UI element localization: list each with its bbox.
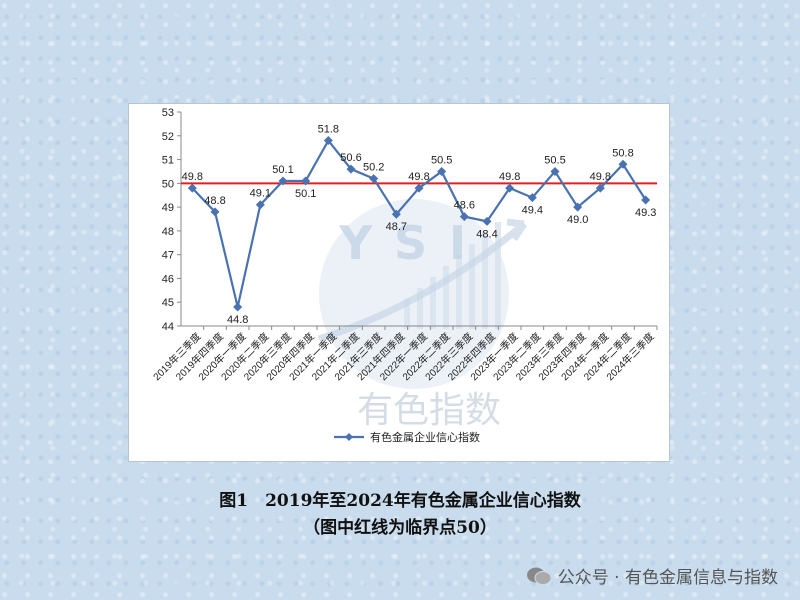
- data-label: 49.4: [522, 205, 543, 217]
- watermark-bar: [495, 222, 501, 329]
- data-point: [255, 200, 265, 210]
- watermark-bar: [417, 288, 423, 329]
- watermark-bar: [443, 266, 449, 329]
- data-point: [459, 212, 469, 222]
- data-point: [550, 166, 560, 176]
- watermark-bar: [430, 277, 436, 329]
- watermark-bar: [404, 299, 410, 329]
- watermark-globe: [319, 199, 509, 389]
- data-point: [210, 207, 220, 217]
- chart-frame: Y S I 有色指数 44 45 46 47 48 49 50 51 52 53 49.8 48.8 44.…: [128, 103, 670, 462]
- watermark-bar: [469, 244, 475, 329]
- data-point: [437, 166, 447, 176]
- y-tick-label: 46: [162, 273, 174, 285]
- data-label: 50.5: [544, 154, 565, 166]
- data-label: 49.0: [567, 214, 588, 226]
- data-point: [573, 202, 583, 212]
- data-label: 49.8: [499, 171, 520, 183]
- y-tick-label: 48: [162, 226, 174, 238]
- y-tick-label: 50: [162, 178, 174, 190]
- figure-note: （图中红线为临界点50）: [303, 518, 497, 538]
- watermark-logo: Y S I 有色指数: [317, 199, 527, 431]
- data-label: 48.6: [454, 200, 475, 212]
- data-label: 44.8: [227, 314, 248, 326]
- footer-text: 公众号 · 有色金属信息与指数: [557, 568, 778, 588]
- wechat-icon: [526, 567, 552, 585]
- data-label: 49.8: [590, 171, 611, 183]
- data-label: 49.8: [182, 171, 203, 183]
- data-label: 50.1: [272, 164, 293, 176]
- data-label: 50.2: [363, 162, 384, 174]
- data-label: 50.6: [340, 152, 361, 164]
- data-point: [641, 195, 651, 205]
- data-point: [187, 183, 197, 193]
- legend-label: 有色金属企业信心指数: [370, 430, 480, 444]
- data-point: [233, 302, 243, 312]
- watermark-letter: I: [449, 216, 466, 270]
- data-point: [527, 193, 537, 203]
- data-point: [346, 164, 356, 174]
- data-point: [323, 136, 333, 146]
- y-tick-label: 47: [162, 250, 174, 262]
- wechat-footer: 公众号 · 有色金属信息与指数: [526, 563, 778, 588]
- data-point: [369, 174, 379, 184]
- watermark-bar: [456, 255, 462, 329]
- data-label: 51.8: [318, 124, 339, 136]
- y-tick-label: 53: [162, 107, 174, 119]
- data-point: [595, 183, 605, 193]
- watermark-arrow: [317, 218, 527, 343]
- data-label: 48.4: [476, 228, 497, 240]
- watermark-text: 有色指数: [357, 390, 501, 431]
- data-label: 49.8: [408, 171, 429, 183]
- data-label: 50.5: [431, 154, 452, 166]
- data-label: 49.3: [635, 207, 656, 219]
- data-point: [482, 216, 492, 226]
- watermark-bar: [482, 233, 488, 329]
- data-point: [278, 176, 288, 186]
- data-label: 49.1: [250, 188, 271, 200]
- y-tick-label: 44: [162, 321, 174, 333]
- figure-caption: 图1 2019年至2024年有色金属企业信心指数: [219, 491, 581, 511]
- data-label: 50.1: [295, 188, 316, 200]
- data-point: [618, 159, 628, 169]
- data-point: [301, 176, 311, 186]
- y-tick-label: 49: [162, 202, 174, 214]
- data-point: [505, 183, 515, 193]
- watermark-letter: S: [394, 216, 427, 270]
- y-tick-label: 45: [162, 297, 174, 309]
- data-label: 50.8: [612, 147, 633, 159]
- y-tick-label: 51: [162, 155, 174, 167]
- watermark-letter: Y: [338, 216, 373, 270]
- y-tick-label: 52: [162, 131, 174, 143]
- legend-marker: [345, 433, 353, 441]
- data-point: [391, 209, 401, 219]
- data-label: 48.8: [204, 195, 225, 207]
- data-label: 48.7: [386, 221, 407, 233]
- data-point: [414, 183, 424, 193]
